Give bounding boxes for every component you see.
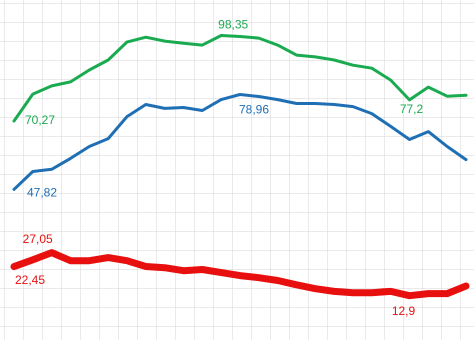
data-label: 27,05 bbox=[23, 232, 53, 246]
data-label: 22,45 bbox=[15, 273, 45, 287]
line-series bbox=[10, 249, 470, 300]
data-label: 47,82 bbox=[27, 186, 57, 200]
data-label: 98,35 bbox=[218, 18, 248, 32]
data-label: 70,27 bbox=[25, 113, 55, 127]
data-label: 78,96 bbox=[239, 103, 269, 117]
line-series bbox=[12, 93, 468, 191]
data-label: 77,2 bbox=[400, 102, 424, 116]
data-label: 12,9 bbox=[392, 304, 416, 318]
line-series bbox=[12, 34, 468, 123]
